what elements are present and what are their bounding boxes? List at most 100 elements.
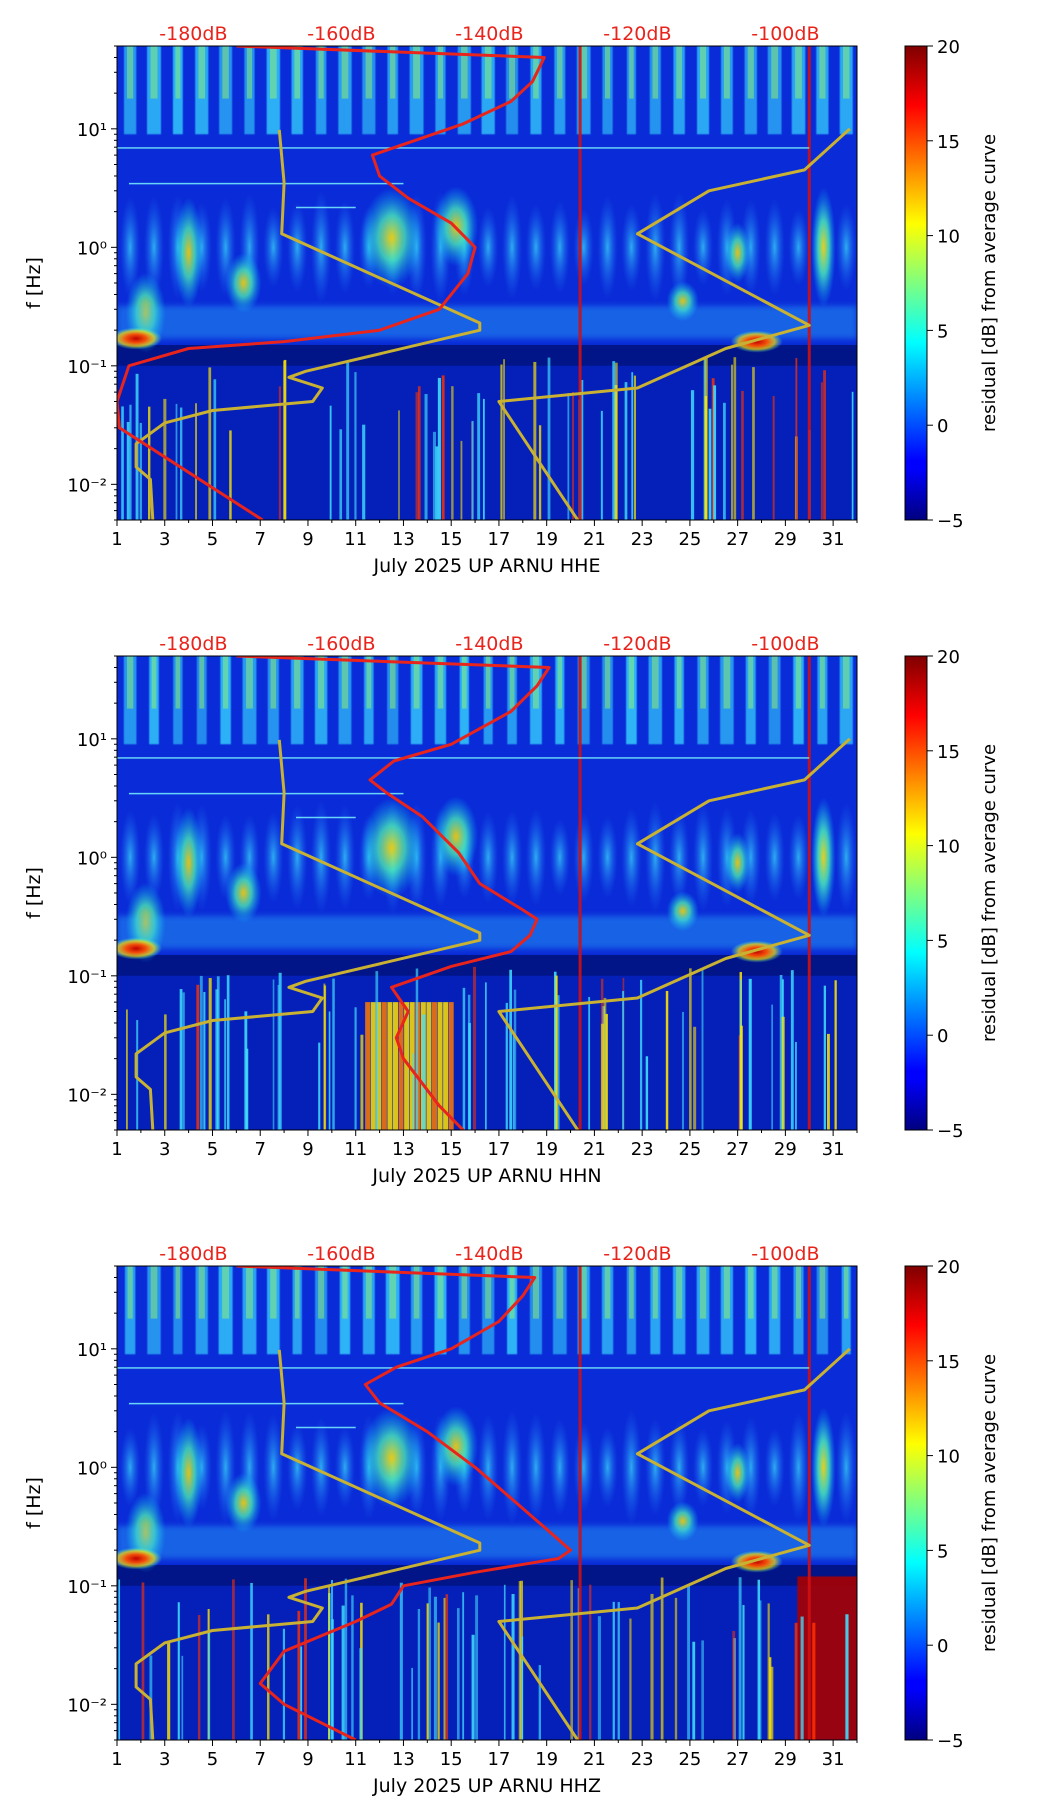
transient-streak [795, 1041, 797, 1130]
diurnal-column [458, 1266, 470, 1355]
transient-streak [509, 969, 513, 1130]
diurnal-column-core [126, 656, 134, 709]
transient-streak [713, 385, 717, 520]
transient-streak [704, 396, 708, 520]
transient-streak [571, 391, 575, 520]
transient-streak [354, 372, 357, 520]
diurnal-column-core [700, 656, 706, 709]
x-tick-label: 13 [392, 1749, 415, 1770]
diurnal-column-core [318, 656, 325, 709]
transient-streak [471, 420, 474, 520]
diurnal-column [744, 46, 757, 135]
diurnal-column [338, 656, 352, 745]
diurnal-column-core [819, 1266, 826, 1319]
microseism-column [573, 208, 594, 286]
diurnal-column-core [604, 46, 611, 99]
transient-streak [767, 1603, 770, 1740]
instrument-glitch-column [807, 46, 811, 520]
transient-streak [244, 1011, 248, 1130]
heatmap-low-band [117, 975, 857, 1130]
diurnal-column [362, 1266, 375, 1355]
diurnal-column-core [342, 1266, 348, 1319]
transient-streak [424, 394, 428, 520]
microseism-column [525, 1413, 546, 1522]
x-axis-label: July 2025 UP ARNU HHE [373, 555, 601, 577]
x-tick-label: 19 [535, 529, 558, 550]
diurnal-column-core [723, 1266, 730, 1319]
glitch-line [296, 816, 356, 819]
diurnal-column [769, 1266, 781, 1355]
diurnal-column-core [462, 656, 467, 709]
x-axis-label: July 2025 UP ARNU HHN [371, 1165, 601, 1187]
diurnal-column-core [222, 1266, 230, 1319]
diurnal-column-core [795, 656, 802, 709]
diurnal-column [816, 46, 829, 135]
diurnal-column [555, 656, 565, 745]
diurnal-column [219, 46, 233, 135]
diurnal-column-core [700, 46, 707, 99]
transient-streak [748, 978, 752, 1130]
diurnal-column [124, 1266, 136, 1355]
transient-streak [177, 1602, 180, 1740]
x-tick-label: 23 [631, 1749, 654, 1770]
colorbar-tick-label: 20 [937, 647, 960, 668]
microseism-column [263, 811, 284, 904]
low-frequency-hot-stripe [398, 1002, 404, 1130]
transient-streak [213, 379, 217, 520]
microseism-column [120, 1427, 141, 1507]
diurnal-column [674, 656, 684, 745]
diurnal-column [267, 656, 279, 745]
x-tick-label: 25 [678, 1139, 701, 1160]
transient-streak [437, 1622, 440, 1740]
transient-streak [682, 1011, 684, 1130]
diurnal-column [434, 1266, 447, 1355]
transient-streak [412, 1053, 415, 1130]
transient-streak [332, 978, 335, 1130]
transient-streak [339, 429, 343, 520]
diurnal-column [696, 1266, 710, 1355]
y-tick-label: 10⁻¹ [67, 357, 107, 378]
low-frequency-hot-stripe [387, 1002, 393, 1130]
transient-streak [462, 987, 466, 1130]
transient-streak [823, 985, 826, 1130]
diurnal-column-core [246, 46, 253, 99]
transient-streak [518, 1581, 522, 1740]
transient-streak [359, 1648, 363, 1740]
diurnal-column-core [461, 46, 468, 99]
transient-streak [690, 390, 695, 520]
secondary-microseism-band [117, 305, 857, 339]
transient-streak [629, 1618, 632, 1740]
transient-streak [617, 1602, 620, 1740]
transient-streak [794, 1622, 798, 1740]
transient-streak [232, 1579, 235, 1740]
transient-streak [422, 1014, 426, 1130]
diurnal-column [147, 46, 161, 135]
diurnal-column-core [748, 1266, 754, 1319]
colorbar-tick-label: 5 [937, 321, 948, 342]
transient-streak [732, 1630, 736, 1740]
diurnal-column-core [150, 1266, 158, 1319]
glitch-line [128, 182, 404, 185]
average-psd-curve [236, 1266, 572, 1740]
diurnal-column-core [651, 656, 659, 709]
microseism-column [836, 802, 857, 913]
diurnal-column-core [437, 1266, 444, 1319]
glitch-line [128, 1402, 404, 1405]
transient-streak [640, 979, 643, 1130]
diurnal-column [434, 656, 447, 745]
transient-streak [304, 1578, 307, 1740]
diurnal-column [242, 656, 257, 745]
transient-streak [328, 1586, 330, 1740]
glitch-line [128, 792, 404, 795]
transient-streak [741, 390, 744, 520]
colorbar-label: residual [dB] from average curve [979, 1354, 1000, 1652]
diurnal-column [266, 46, 281, 135]
transient-streak [800, 1616, 804, 1740]
transient-streak [692, 1641, 696, 1740]
diurnal-column-core [819, 46, 826, 99]
diurnal-column [220, 656, 231, 745]
diurnal-column [410, 1266, 423, 1355]
diurnal-column [362, 46, 376, 135]
y-tick-label: 10⁰ [77, 238, 107, 259]
